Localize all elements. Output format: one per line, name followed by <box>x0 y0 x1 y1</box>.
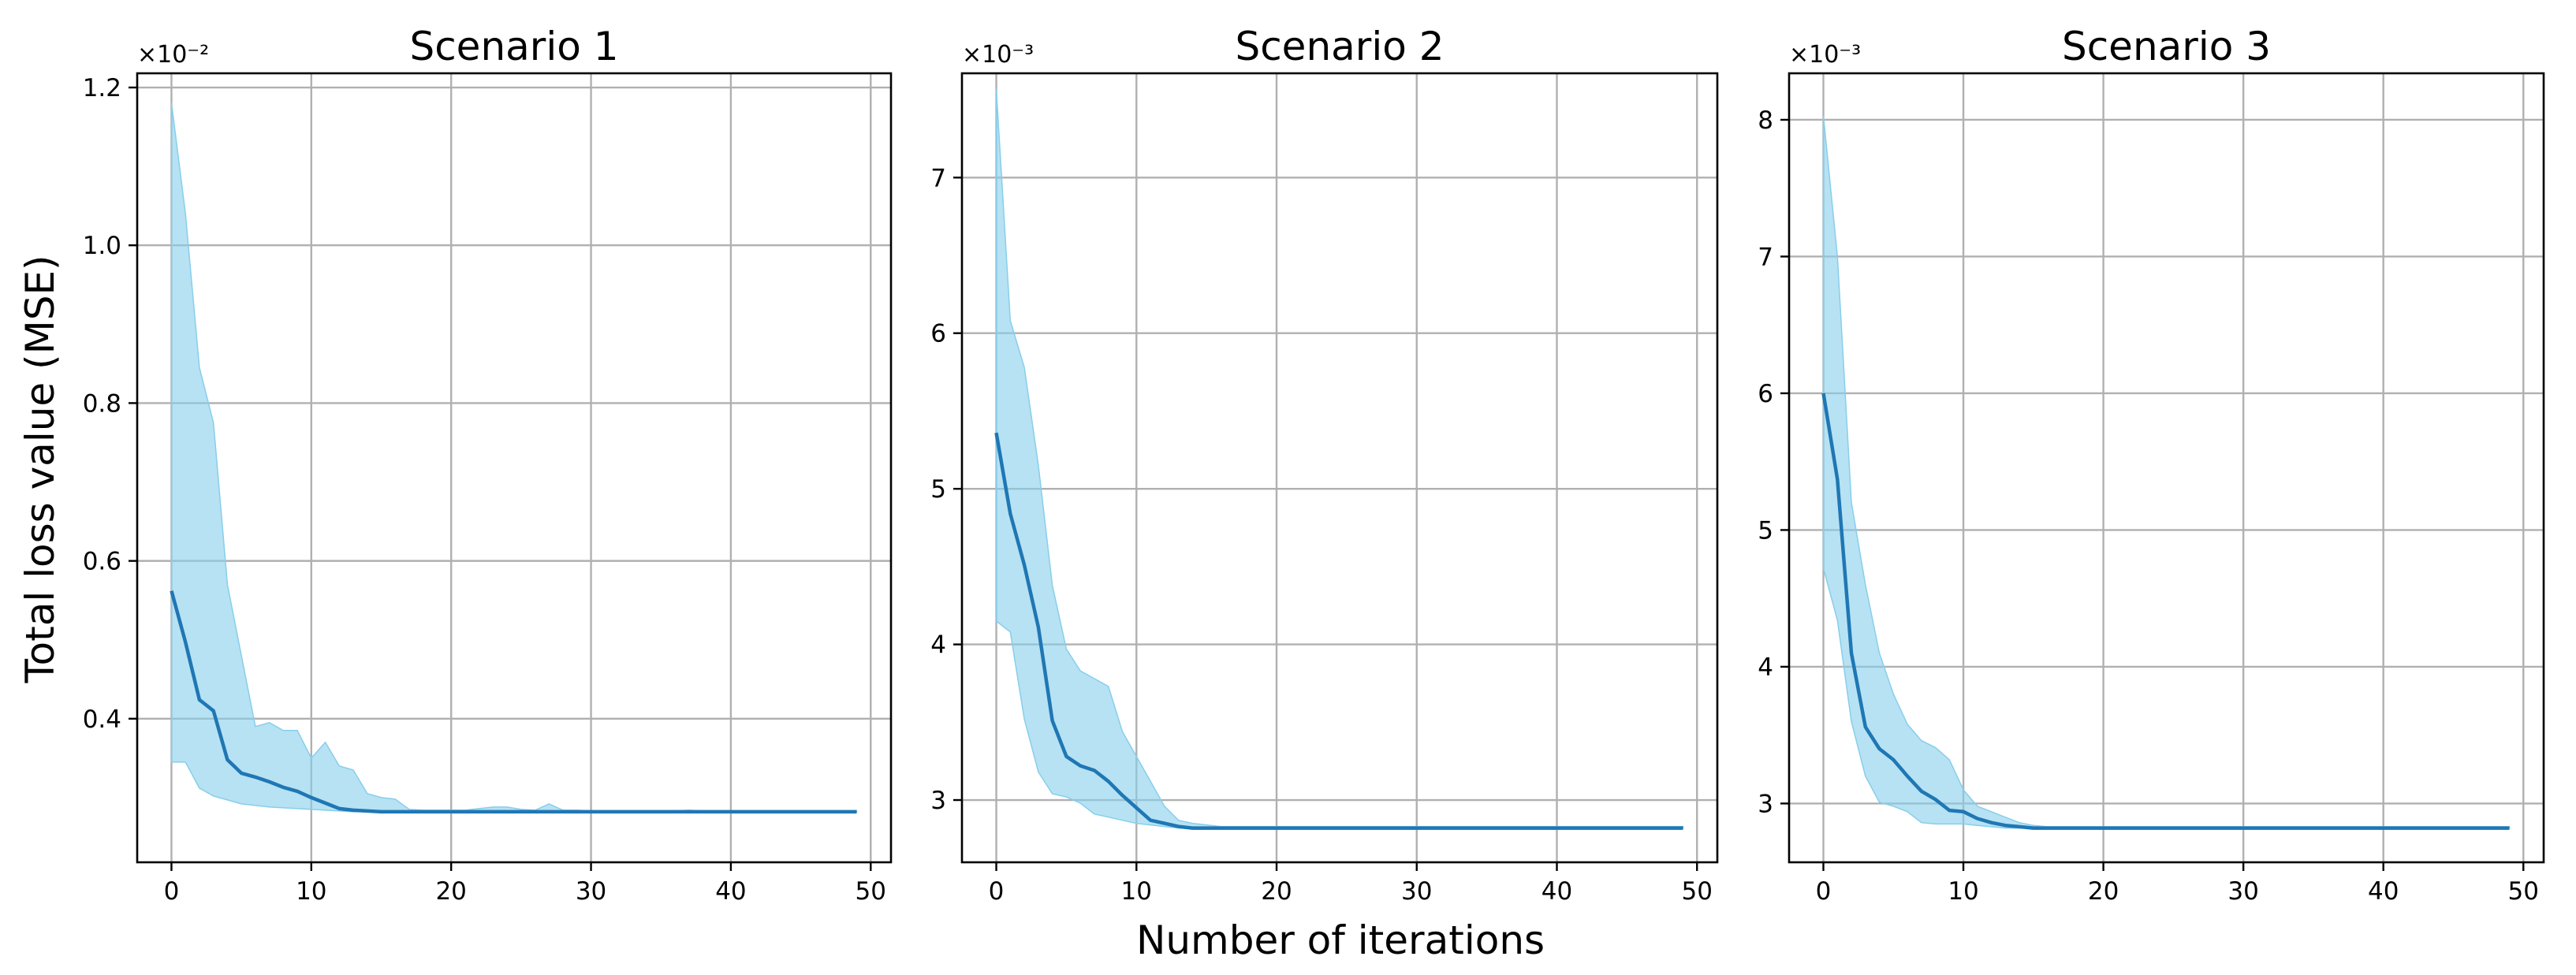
x-tick-label: 50 <box>2508 877 2539 906</box>
shared-x-axis-label: Number of iterations <box>1136 917 1545 963</box>
y-tick-label: 8 <box>1758 106 1773 135</box>
y-tick-label: 7 <box>1758 243 1773 271</box>
axes-frame <box>960 72 1719 864</box>
y-tick-label: 6 <box>1758 380 1773 408</box>
mean-loss-line <box>1821 393 2510 830</box>
axes-frame <box>1788 72 2545 864</box>
y-tick-label: 4 <box>930 631 946 660</box>
y-tick-label: 0.8 <box>83 389 121 418</box>
x-tick-label: 10 <box>296 877 326 906</box>
x-tick-label: 20 <box>1261 877 1292 906</box>
x-tick-label: 40 <box>715 877 746 906</box>
y-tick-label: 6 <box>930 320 946 348</box>
x-tick-label: 40 <box>2368 877 2399 906</box>
mean-loss-line <box>170 590 857 814</box>
x-tick-label: 20 <box>435 877 466 906</box>
y-offset-text: ×10⁻³ <box>962 41 1034 69</box>
y-offset-text: ×10⁻³ <box>1789 41 1861 69</box>
y-tick-label: 3 <box>1758 790 1773 818</box>
x-tick-label: 10 <box>1948 877 1978 906</box>
x-tick-label: 0 <box>1816 877 1832 906</box>
y-tick-label: 1.0 <box>83 232 121 260</box>
axes-frame <box>136 72 893 864</box>
x-tick-label: 30 <box>2227 877 2258 906</box>
panel-title: Scenario 1 <box>409 24 618 69</box>
y-tick-label: 7 <box>930 164 946 192</box>
y-tick-label: 1.2 <box>83 74 121 102</box>
panel-title: Scenario 3 <box>2062 24 2271 69</box>
x-tick-label: 0 <box>989 877 1005 906</box>
x-tick-label: 0 <box>164 877 180 906</box>
x-tick-label: 10 <box>1121 877 1152 906</box>
chart-panel-3: 0 10 20 30 40 50 3 4 5 6 7 8 ×10⁻³ Scenario 3 <box>1758 24 2545 906</box>
y-tick-label: 5 <box>930 475 946 504</box>
x-tick-label: 20 <box>2088 877 2119 906</box>
mean-loss-line <box>994 432 1683 830</box>
x-tick-label: 30 <box>576 877 606 906</box>
chart-panel-2: 0 10 20 30 40 50 3 4 5 6 7 ×10⁻³ Scenario 2 <box>930 24 1719 906</box>
x-tick-label: 50 <box>856 877 886 906</box>
y-tick-label: 4 <box>1758 653 1773 682</box>
y-offset-text: ×10⁻² <box>137 41 209 69</box>
chart-panel-1: 0 10 20 30 40 50 0.4 0.6 0.8 1.0 1.2 ×10⁻² Scenario … <box>83 24 893 906</box>
x-tick-label: 30 <box>1401 877 1432 906</box>
y-tick-label: 0.6 <box>83 548 121 576</box>
y-tick-label: 3 <box>930 787 946 815</box>
y-axis-label: Total loss value (MSE) <box>17 255 63 683</box>
panel-title: Scenario 2 <box>1235 24 1444 69</box>
y-tick-label: 5 <box>1758 516 1773 545</box>
y-tick-label: 0.4 <box>83 705 121 734</box>
x-tick-label: 40 <box>1541 877 1572 906</box>
x-tick-label: 50 <box>1682 877 1713 906</box>
chart-panels: 0 10 20 30 40 500.40.60.81.01.2×10⁻² Scenario … <box>83 24 2545 906</box>
